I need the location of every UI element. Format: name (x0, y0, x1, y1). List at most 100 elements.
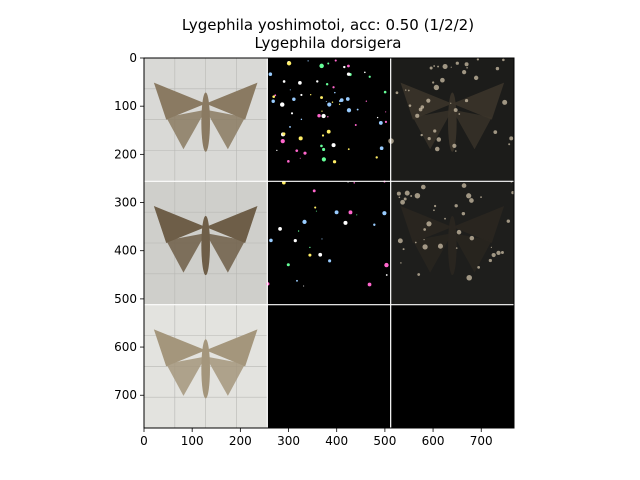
tile-r0-c2 (388, 58, 514, 182)
masked-speckle (423, 228, 427, 231)
chart-title-block: Lygephila yoshimotoi, acc: 0.50 (1/2/2) … (0, 16, 640, 52)
tile-background (267, 304, 391, 428)
saliency-speckle (331, 101, 334, 103)
saliency-speckle (316, 80, 319, 83)
masked-speckle (508, 143, 511, 146)
saliency-speckle (384, 262, 389, 268)
masked-speckle (400, 199, 405, 205)
saliency-speckle (343, 65, 346, 69)
saliency-speckle (303, 285, 305, 287)
saliency-speckle (383, 90, 387, 94)
moth-right-forewing (452, 206, 505, 243)
masked-speckle (491, 252, 496, 258)
x-tick-label: 0 (140, 434, 148, 448)
tile-background (267, 58, 391, 182)
masked-speckle (396, 191, 401, 196)
masked-speckle (398, 196, 401, 199)
saliency-speckle (293, 239, 297, 243)
masked-speckle (404, 190, 410, 196)
masked-speckle (500, 251, 504, 254)
masked-speckle (408, 104, 412, 107)
masked-speckle (440, 77, 445, 83)
masked-speckle (429, 66, 433, 70)
moth-right-hindwing (205, 356, 246, 396)
tile-background (267, 181, 391, 305)
masked-speckle (454, 204, 458, 208)
masked-speckle (455, 61, 459, 65)
masked-speckle (420, 184, 426, 190)
masked-speckle (410, 195, 413, 197)
moth-body (201, 339, 210, 399)
masked-speckle (433, 204, 437, 208)
saliency-speckle (274, 94, 277, 97)
saliency-speckle (321, 110, 323, 112)
masked-speckle (444, 217, 446, 220)
saliency-speckle (278, 227, 282, 231)
moth-right-hindwing (452, 109, 492, 150)
x-tick-label: 500 (373, 434, 396, 448)
saliency-speckle (300, 93, 303, 97)
saliency-speckle (299, 157, 301, 159)
masked-speckle (436, 137, 442, 142)
moth-right-hindwing (205, 233, 246, 273)
masked-speckle (437, 65, 439, 68)
saliency-speckle (373, 223, 376, 226)
y-tick-label: 100 (114, 99, 137, 113)
saliency-speckle (327, 116, 329, 118)
x-tick-label: 700 (470, 434, 493, 448)
saliency-speckle (308, 253, 312, 257)
masked-speckle (400, 262, 402, 264)
masked-speckle (502, 99, 508, 105)
saliency-speckle (289, 89, 291, 91)
saliency-speckle (327, 102, 332, 107)
x-tick-label: 400 (325, 434, 348, 448)
masked-speckle (502, 58, 505, 62)
axes-frame (143, 57, 515, 429)
saliency-speckle (282, 132, 286, 136)
saliency-speckle (331, 143, 336, 148)
tile-r2-c2 (390, 304, 514, 428)
masked-speckle (427, 136, 431, 141)
masked-speckle (455, 247, 458, 249)
saliency-speckle (338, 103, 341, 105)
saliency-speckle (282, 80, 286, 83)
saliency-speckle (271, 99, 275, 103)
masked-speckle (402, 248, 405, 251)
y-tick-label: 600 (114, 340, 137, 354)
y-tick-label: 200 (114, 147, 137, 161)
moth-left-hindwing (166, 109, 206, 150)
masked-speckle (433, 129, 437, 133)
saliency-speckle (364, 71, 366, 74)
masked-speckle (464, 98, 469, 103)
moth-left-forewing (153, 82, 206, 120)
masked-speckle (473, 75, 479, 81)
masked-speckle (433, 209, 435, 212)
tile-background (390, 304, 514, 428)
masked-speckle (442, 63, 448, 70)
moth-left-hindwing (166, 233, 206, 273)
saliency-speckle (320, 96, 324, 100)
saliency-speckle (367, 282, 372, 287)
masked-speckle (435, 146, 440, 152)
moth-right-forewing (205, 82, 258, 120)
saliency-speckle (334, 210, 339, 215)
masked-speckle (404, 89, 407, 91)
saliency-speckle (346, 108, 352, 113)
saliency-speckle (356, 108, 359, 111)
masked-speckle (480, 196, 482, 199)
saliency-speckle (339, 98, 344, 102)
moth-left-hindwing (412, 233, 453, 273)
masked-speckle (433, 84, 440, 91)
tile-r0-c0 (144, 58, 268, 182)
masked-speckle (509, 136, 514, 141)
saliency-speckle (276, 149, 278, 152)
saliency-speckle (318, 252, 323, 257)
masked-speckle (417, 273, 421, 276)
moth-body (448, 92, 457, 152)
saliency-speckle (287, 160, 290, 163)
y-tick-label: 0 (129, 51, 137, 65)
masked-speckle (450, 66, 452, 68)
saliency-speckle (315, 210, 317, 212)
saliency-speckle (332, 86, 335, 89)
saliency-speckle (295, 149, 299, 153)
